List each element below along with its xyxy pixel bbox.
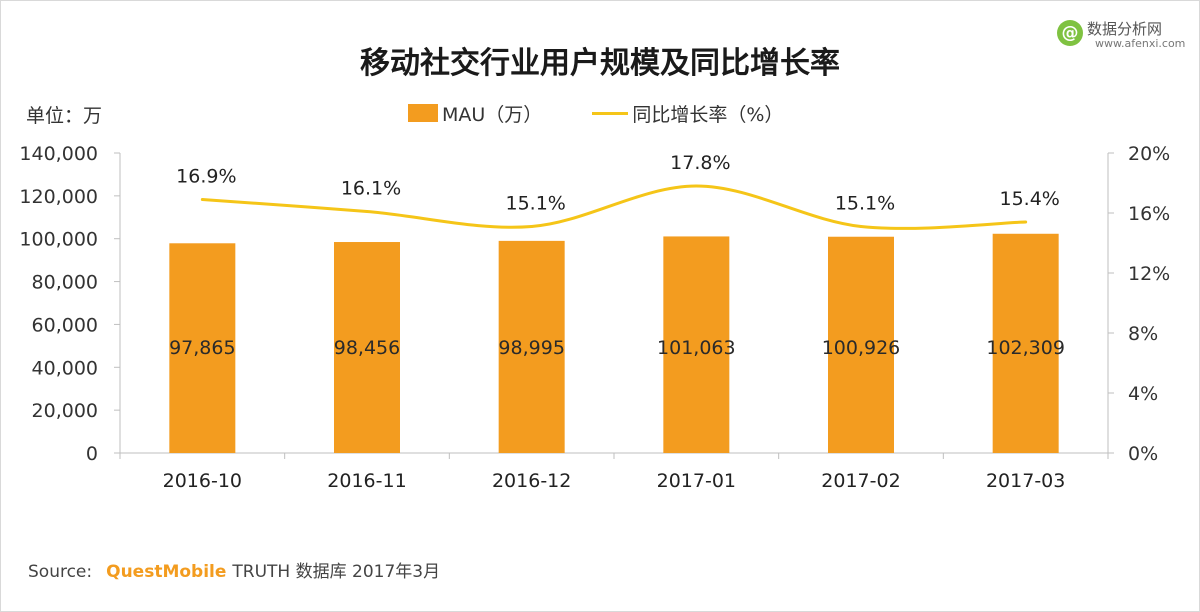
growth-rate-point: [694, 184, 698, 188]
right-tick-label: 0%: [1128, 443, 1158, 465]
x-tick-label: 2016-11: [327, 470, 406, 492]
mau-bar-label: 100,926: [822, 337, 901, 359]
x-tick-label: 2016-12: [492, 470, 571, 492]
left-tick-label: 20,000: [32, 400, 98, 422]
source-brand: QuestMobile: [106, 562, 227, 582]
legend-bar-label: MAU（万）: [442, 103, 543, 126]
mau-bar: [828, 236, 894, 453]
source-rest: TRUTH 数据库 2017年3月: [232, 562, 441, 582]
chart-title: 移动社交行业用户规模及同比增长率: [360, 46, 840, 81]
growth-rate-label: 17.8%: [670, 152, 730, 174]
mau-bar: [169, 243, 236, 453]
growth-rate-point: [365, 210, 369, 213]
mau-bar: [992, 233, 1059, 453]
x-tick-label: 2017-02: [821, 470, 900, 492]
left-tick-label: 40,000: [32, 357, 98, 379]
unit-label: 单位：万: [26, 105, 103, 127]
left-tick-label: 60,000: [32, 314, 98, 336]
left-tick-label: 80,000: [32, 272, 98, 294]
x-tick-label: 2016-10: [163, 470, 242, 492]
right-tick-label: 8%: [1128, 323, 1158, 345]
logo-at-icon: @: [1057, 20, 1083, 46]
mau-bar-label: 97,865: [169, 337, 235, 359]
mau-bar-label: 98,995: [498, 337, 564, 359]
mau-bar: [334, 242, 400, 453]
x-tick-label: 2017-01: [657, 470, 736, 492]
growth-rate-label: 15.4%: [999, 188, 1059, 210]
logo-url: www.afenxi.com: [1095, 37, 1186, 50]
growth-rate-point: [530, 225, 534, 228]
logo-name: 数据分析网: [1087, 20, 1163, 38]
left-tick-label: 0: [86, 443, 98, 465]
x-tick-label: 2017-03: [986, 470, 1065, 492]
right-tick-label: 12%: [1128, 263, 1170, 285]
growth-rate-point: [859, 225, 863, 228]
growth-rate-point: [1024, 220, 1028, 224]
mau-bar: [663, 236, 730, 453]
source-note: Source: QuestMobile TRUTH 数据库 2017年3月: [28, 557, 440, 582]
right-tick-label: 20%: [1128, 143, 1170, 165]
right-tick-label: 4%: [1128, 383, 1158, 405]
growth-rate-point: [200, 198, 204, 201]
left-tick-label: 120,000: [19, 186, 98, 208]
legend-line-swatch: [592, 111, 629, 115]
legend-line-label: 同比增长率（%）: [632, 103, 784, 126]
right-tick-label: 16%: [1128, 203, 1170, 225]
mau-bar: [498, 240, 565, 453]
site-logo: @ 数据分析网 www.afenxi.com: [1057, 18, 1187, 50]
growth-rate-label: 15.1%: [835, 193, 895, 215]
legend-bar-swatch: [408, 104, 438, 122]
source-prefix: Source:: [28, 562, 93, 582]
growth-rate-line: [202, 184, 1026, 230]
growth-rate-label: 16.1%: [341, 178, 401, 200]
mau-bar-label: 101,063: [657, 337, 736, 359]
mau-bar-label: 102,309: [986, 337, 1065, 359]
mau-bar-label: 98,456: [334, 337, 400, 359]
growth-rate-label: 16.9%: [176, 166, 236, 188]
chart-legend: MAU（万） 同比增长率（%）: [408, 100, 783, 126]
left-tick-label: 100,000: [19, 229, 98, 251]
growth-rate-label: 15.1%: [505, 193, 565, 215]
left-tick-label: 140,000: [19, 143, 98, 165]
